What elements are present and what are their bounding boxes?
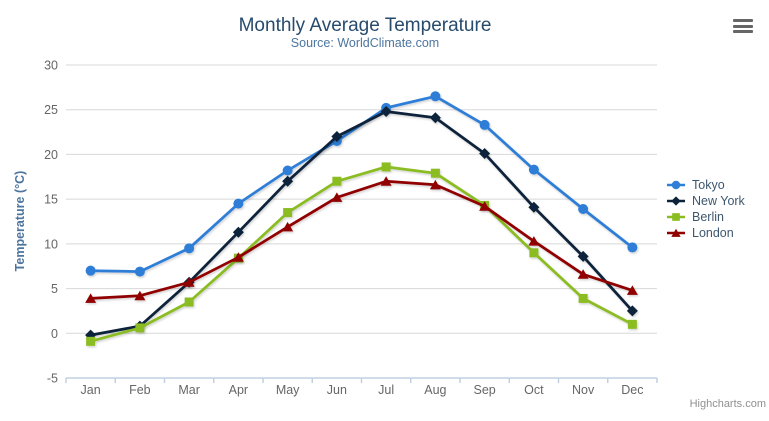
legend-item-london[interactable]: London — [667, 225, 745, 241]
x-tick-label: Dec — [621, 383, 643, 397]
data-point[interactable] — [282, 221, 294, 232]
data-point[interactable] — [528, 164, 539, 175]
chart-title: Monthly Average Temperature — [239, 15, 492, 36]
data-point[interactable] — [183, 277, 195, 287]
legend-item-tokyo[interactable]: Tokyo — [667, 177, 745, 193]
data-point[interactable] — [479, 148, 491, 160]
data-point[interactable] — [429, 112, 441, 124]
legend-marker-circle-icon — [667, 180, 685, 190]
data-point[interactable] — [85, 265, 96, 276]
y-tick-label: 20 — [44, 148, 58, 162]
data-point[interactable] — [86, 336, 96, 346]
legend-item-berlin[interactable]: Berlin — [667, 209, 745, 225]
x-tick-label: Nov — [572, 383, 595, 397]
y-tick-label: 0 — [51, 327, 58, 341]
data-point[interactable] — [479, 119, 490, 130]
data-point[interactable] — [282, 165, 293, 176]
x-tick-label: Apr — [229, 383, 248, 397]
data-point[interactable] — [85, 293, 97, 303]
data-point[interactable] — [381, 162, 391, 172]
data-point[interactable] — [282, 175, 294, 187]
data-point[interactable] — [577, 269, 589, 279]
data-point[interactable] — [626, 285, 638, 295]
data-point[interactable] — [184, 297, 194, 307]
data-point[interactable] — [283, 208, 293, 218]
data-point[interactable] — [429, 179, 441, 190]
x-tick-label: Jan — [81, 383, 101, 397]
y-tick-label: 5 — [51, 282, 58, 296]
x-tick-label: Mar — [178, 383, 200, 397]
data-point[interactable] — [134, 290, 146, 301]
y-tick-label: -5 — [47, 372, 58, 386]
legend-label: New York — [692, 194, 745, 208]
data-point[interactable] — [232, 226, 244, 238]
series-line-berlin[interactable] — [89, 165, 634, 343]
hamburger-icon — [733, 30, 753, 33]
data-point[interactable] — [430, 168, 440, 178]
y-tick-label: 25 — [44, 103, 58, 117]
x-tick-label: Oct — [524, 383, 544, 397]
y-tick-label: 30 — [44, 59, 58, 73]
legend-symbol — [671, 196, 681, 206]
data-point[interactable] — [626, 305, 638, 317]
export-menu-button[interactable] — [733, 19, 753, 36]
data-point[interactable] — [479, 201, 491, 211]
plot-area[interactable] — [66, 65, 657, 378]
y-tick-label: 10 — [44, 237, 58, 251]
legend-marker-square-icon — [667, 213, 685, 221]
legend-label: Tokyo — [692, 178, 725, 192]
data-point[interactable] — [184, 243, 195, 254]
series-line-new-york[interactable] — [89, 110, 634, 337]
data-point[interactable] — [529, 248, 539, 258]
x-tick-label: Sep — [474, 383, 496, 397]
legend-marker-triangle-icon — [667, 228, 685, 237]
legend-symbol — [671, 180, 681, 190]
x-tick-label: Aug — [424, 383, 446, 397]
data-point[interactable] — [135, 323, 145, 333]
data-point[interactable] — [528, 236, 540, 246]
x-tick-label: Jun — [327, 383, 347, 397]
legend-marker-diamond-icon — [667, 196, 685, 206]
hamburger-icon — [733, 19, 753, 22]
legend-item-new-york[interactable]: New York — [667, 193, 745, 209]
y-tick-label: 15 — [44, 193, 58, 207]
series-tokyo — [85, 91, 638, 277]
legend-symbol — [671, 228, 681, 237]
data-point[interactable] — [331, 192, 343, 202]
data-point[interactable] — [430, 91, 441, 102]
data-point[interactable] — [627, 319, 637, 329]
series-line-london[interactable] — [89, 179, 634, 300]
credits-link[interactable]: Highcharts.com — [690, 398, 766, 410]
data-point[interactable] — [332, 176, 342, 186]
y-axis-title: Temperature (°C) — [13, 171, 27, 272]
hamburger-icon — [733, 24, 753, 28]
data-point[interactable] — [232, 252, 244, 262]
x-tick-label: Feb — [129, 383, 151, 397]
legend: Tokyo New York Berlin London — [667, 177, 745, 241]
chart-subtitle: Source: WorldClimate.com — [291, 36, 439, 50]
data-point[interactable] — [528, 201, 540, 213]
x-tick-label: Jul — [378, 383, 394, 397]
legend-label: London — [692, 226, 734, 240]
data-point[interactable] — [627, 242, 638, 253]
data-point[interactable] — [233, 198, 244, 209]
data-point[interactable] — [577, 250, 589, 262]
data-point[interactable] — [380, 176, 392, 186]
x-tick-label: May — [276, 383, 300, 397]
legend-label: Berlin — [692, 210, 724, 224]
data-point[interactable] — [578, 203, 589, 214]
data-point[interactable] — [331, 131, 343, 143]
data-point[interactable] — [380, 106, 392, 118]
data-point[interactable] — [578, 293, 588, 303]
legend-symbol — [672, 213, 680, 221]
series-london — [85, 176, 638, 303]
data-point[interactable] — [134, 266, 145, 277]
